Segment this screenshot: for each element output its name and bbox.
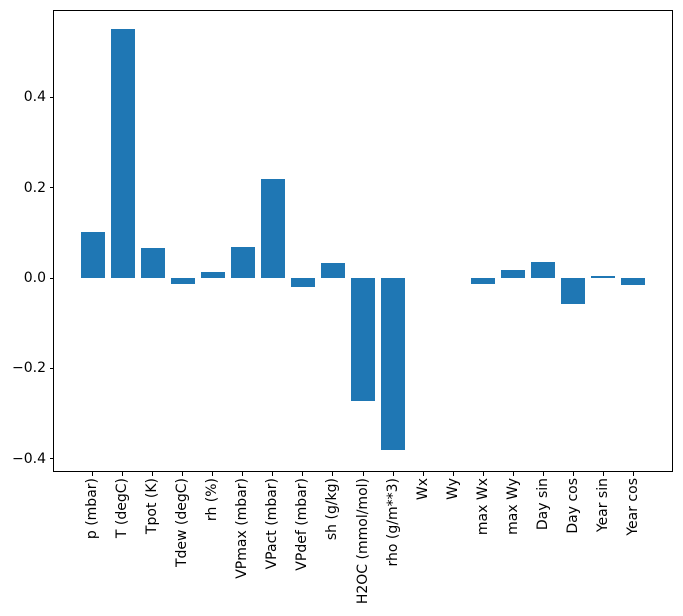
x-tick (152, 472, 154, 476)
bar-sh-g-kg (320, 262, 345, 279)
x-tick-label-max-wx: max Wx (474, 477, 491, 535)
y-tick-label: −0.2 (12, 360, 46, 377)
x-tick-label-vpact-mbar: VPact (mbar) (264, 477, 281, 569)
bar-day-sin (531, 261, 555, 279)
x-tick-label-year-cos: Year cos (624, 477, 641, 536)
x-tick-label-wx: Wx (414, 477, 431, 500)
x-tick (542, 472, 544, 476)
bar-year-sin (591, 276, 615, 279)
x-tick-label-tdew-degc: Tdew (degC) (174, 477, 191, 567)
y-tick-label: 0.2 (23, 179, 46, 196)
y-tick-label: 0.4 (23, 89, 46, 106)
x-tick (482, 472, 484, 476)
y-tick (49, 187, 53, 189)
bar-vpmax-mbar (230, 247, 255, 279)
y-tick (49, 458, 53, 460)
bar-day-cos (561, 278, 585, 304)
x-tick (452, 472, 454, 476)
x-tick (212, 472, 214, 476)
y-tick-label: −0.4 (12, 450, 46, 467)
bar-rh (200, 272, 225, 279)
x-tick-label-tpot-k: Tpot (K) (144, 477, 161, 534)
y-tick (49, 367, 53, 369)
bar-max-wx (471, 278, 495, 285)
x-tick-label-rho-g-m-3: rho (g/m**3) (384, 477, 401, 566)
x-tick (422, 472, 424, 476)
bar-h2oc-mmol-mol (350, 278, 375, 402)
bar-t-degc (110, 29, 135, 279)
x-tick-label-max-wy: max Wy (504, 477, 521, 535)
x-tick-label-year-sin: Year sin (594, 477, 611, 532)
bar-p-mbar (80, 231, 105, 279)
x-tick (302, 472, 304, 476)
bar-tdew-degc (170, 278, 195, 284)
x-tick-label-wy: Wy (444, 477, 461, 500)
x-tick (632, 472, 634, 476)
x-tick-label-rh: rh (%) (204, 477, 221, 521)
bar-rho-g-m-3 (381, 278, 405, 450)
x-tick (572, 472, 574, 476)
x-tick-label-h2oc-mmol-mol: H2OC (mmol/mol) (354, 477, 371, 604)
bar-vpdef-mbar (290, 278, 315, 287)
x-tick (392, 472, 394, 476)
x-tick-label-day-sin: Day sin (534, 477, 551, 530)
x-tick (332, 472, 334, 476)
x-tick (512, 472, 514, 476)
x-tick (122, 472, 124, 476)
x-tick-label-day-cos: Day cos (564, 477, 581, 534)
y-tick-label: 0.0 (23, 270, 46, 287)
x-tick-label-p-mbar: p (mbar) (84, 477, 101, 539)
x-tick (362, 472, 364, 476)
plot-area (53, 10, 673, 472)
bar-year-cos (621, 278, 645, 286)
x-tick (182, 472, 184, 476)
x-tick-label-sh-g-kg: sh (g/kg) (324, 477, 341, 540)
x-tick (242, 472, 244, 476)
x-tick (92, 472, 94, 476)
x-tick-label-vpmax-mbar: VPmax (mbar) (234, 477, 251, 579)
x-tick (602, 472, 604, 476)
y-tick (49, 277, 53, 279)
x-tick (272, 472, 274, 476)
bar-vpact-mbar (260, 178, 285, 279)
x-tick-label-vpdef-mbar: VPdef (mbar) (294, 477, 311, 571)
bar-tpot-k (140, 248, 165, 279)
y-tick (49, 96, 53, 98)
x-tick-label-t-degc: T (degC) (114, 477, 131, 538)
bar-max-wy (501, 269, 525, 279)
